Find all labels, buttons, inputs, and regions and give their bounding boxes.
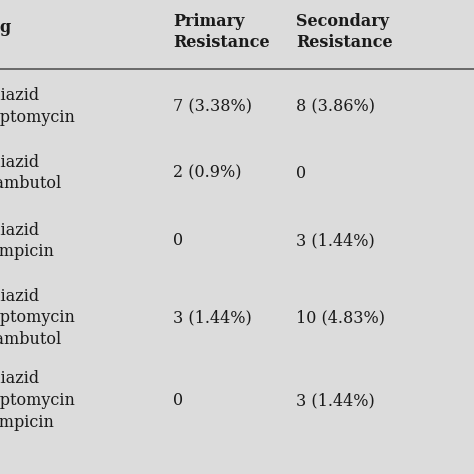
Text: Isoniazid
Streptomycin
Ethambutol: Isoniazid Streptomycin Ethambutol (0, 288, 76, 347)
Text: 3 (1.44%): 3 (1.44%) (296, 232, 375, 249)
Text: 0: 0 (173, 392, 183, 409)
Text: 3 (1.44%): 3 (1.44%) (296, 392, 375, 409)
Text: Isoniazid
Streptomycin: Isoniazid Streptomycin (0, 87, 76, 126)
Text: 2 (0.9%): 2 (0.9%) (173, 164, 242, 182)
Text: Isoniazid
Ethambutol: Isoniazid Ethambutol (0, 154, 61, 192)
Text: Primary
Resistance: Primary Resistance (173, 13, 270, 51)
Text: Isoniazid
Rifampicin: Isoniazid Rifampicin (0, 221, 54, 260)
Text: Isoniazid
Streptomycin
Rifampicin: Isoniazid Streptomycin Rifampicin (0, 371, 76, 430)
Text: 8 (3.86%): 8 (3.86%) (296, 98, 375, 115)
Text: 10 (4.83%): 10 (4.83%) (296, 309, 385, 326)
Text: 3 (1.44%): 3 (1.44%) (173, 309, 252, 326)
Text: 0: 0 (173, 232, 183, 249)
Text: 7 (3.38%): 7 (3.38%) (173, 98, 252, 115)
Text: 0: 0 (296, 164, 306, 182)
Text: Drug: Drug (0, 19, 11, 36)
Text: Secondary
Resistance: Secondary Resistance (296, 13, 393, 51)
